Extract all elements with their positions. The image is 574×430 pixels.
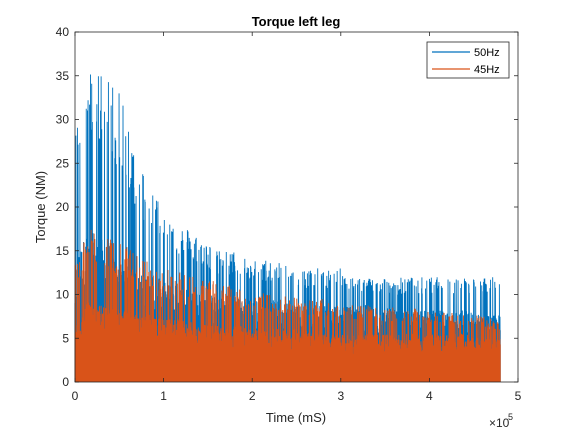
y-tick-label: 20 (56, 200, 70, 214)
y-tick-label: 0 (62, 375, 69, 389)
y-axis-label: Torque (NM) (33, 171, 48, 243)
x-tick-label: 0 (72, 389, 79, 403)
y-tick-label: 40 (56, 25, 70, 39)
y-tick-label: 5 (62, 331, 69, 345)
x-tick-label: 3 (337, 389, 344, 403)
x-exponent-base: ×10 (489, 416, 510, 430)
y-tick-label: 10 (56, 288, 70, 302)
legend-label-45hz: 45Hz (474, 64, 500, 76)
x-tick-label: 5 (515, 389, 522, 403)
y-tick-label: 15 (56, 244, 70, 258)
axes-layer: 0 1 2 3 4 5 0 5 10 15 20 25 30 35 40 (56, 25, 522, 403)
x-axis-label: Time (mS) (266, 410, 326, 425)
y-tick-label: 30 (56, 113, 70, 127)
x-tick-label: 1 (160, 389, 167, 403)
legend-label-50hz: 50Hz (474, 47, 500, 59)
x-tick-label: 4 (426, 389, 433, 403)
legend-box (426, 41, 510, 79)
y-tick-label: 25 (56, 156, 70, 170)
x-exponent-power: 5 (508, 412, 513, 422)
chart-title: Torque left leg (252, 14, 341, 29)
series-line-45hz (74, 229, 501, 383)
legend: 50Hz 45Hz (426, 41, 510, 79)
series-layer (74, 74, 501, 383)
y-tick-label: 35 (56, 69, 70, 83)
x-tick-label: 2 (249, 389, 256, 403)
